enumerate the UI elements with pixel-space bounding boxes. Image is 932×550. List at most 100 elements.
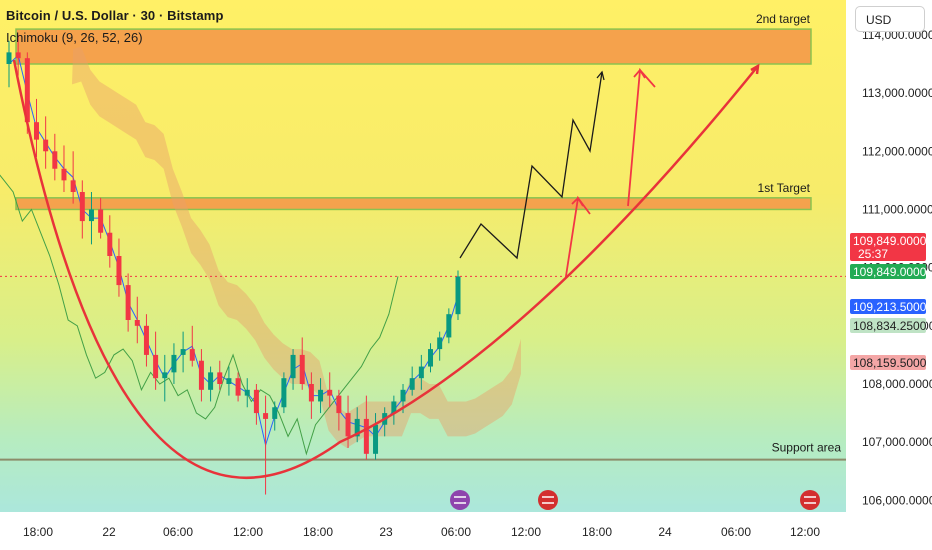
candle-body <box>428 349 434 367</box>
candle-body <box>318 389 324 402</box>
candle-body <box>198 360 204 390</box>
candle-body <box>354 418 360 437</box>
time-tick-label: 12:00 <box>233 525 263 539</box>
candle-body <box>189 349 195 361</box>
price-tag <box>850 233 926 261</box>
candle-body <box>263 413 269 419</box>
candle-body <box>299 354 305 384</box>
candle-body <box>180 349 186 355</box>
target-zone-band <box>15 28 812 65</box>
candle-body <box>226 378 232 384</box>
candle-body <box>24 58 30 123</box>
conversion-line <box>8 54 459 448</box>
candle-body <box>327 389 333 396</box>
lagging-span-line <box>0 174 399 456</box>
price-tag-label: 109,849.0000 <box>853 234 927 248</box>
candle-body <box>409 378 415 390</box>
candle-body <box>308 384 314 402</box>
target-zone-label: 2nd target <box>756 12 811 26</box>
candle-body <box>6 52 12 64</box>
time-tick-label: 12:00 <box>511 525 541 539</box>
ichimoku-cloud <box>72 46 521 448</box>
rounding-bottom-curve <box>12 59 759 480</box>
price-tick-label: 112,000.0000 <box>862 144 932 158</box>
candle-body <box>171 354 177 373</box>
flash-icon[interactable] <box>450 490 470 510</box>
currency-button[interactable]: USD <box>855 6 925 32</box>
price-tick-label: 113,000.0000 <box>862 86 932 100</box>
target-zone-label: 1st Target <box>758 181 811 195</box>
candle-body <box>162 372 168 379</box>
candle-body <box>418 366 424 379</box>
candle-body <box>391 401 397 414</box>
candle-body <box>98 209 104 233</box>
candle-body <box>79 192 85 222</box>
time-tick-label: 18:00 <box>303 525 333 539</box>
candle-body <box>52 151 58 169</box>
candle-body <box>455 276 461 315</box>
projection-path <box>459 71 603 260</box>
candle-body <box>437 337 443 350</box>
candle-body <box>400 389 406 402</box>
candle-body <box>88 209 94 222</box>
time-tick-label: 18:00 <box>23 525 53 539</box>
support-label: Support area <box>772 441 842 455</box>
price-tag-label: 109,849.0000 <box>853 265 927 279</box>
time-tick-label: 18:00 <box>582 525 612 539</box>
candle-body <box>208 372 214 390</box>
candle-body <box>61 168 67 181</box>
price-tick-label: 107,000.0000 <box>862 435 932 449</box>
target-arrow-2-head <box>633 68 646 79</box>
candle-body <box>363 418 369 454</box>
time-axis-panel <box>0 512 846 550</box>
indicator-label[interactable]: Ichimoku (9, 26, 52, 26) <box>6 30 143 45</box>
price-tick-label: 108,000.0000 <box>862 377 932 391</box>
time-tick-label: 22 <box>102 525 116 539</box>
symbol-title[interactable]: Bitcoin / U.S. Dollar · 30 · Bitstamp <box>6 8 224 23</box>
price-tag <box>850 264 926 279</box>
price-tick-label: 111,000.0000 <box>862 202 932 216</box>
candle-body <box>244 389 250 396</box>
projection-arrowhead <box>596 70 605 81</box>
price-tag-label: 108,834.2500 <box>853 319 927 333</box>
candle-body <box>272 407 278 419</box>
candle-body <box>33 122 39 140</box>
time-tick-label: 23 <box>379 525 393 539</box>
candle-body <box>70 180 76 192</box>
price-tag <box>850 355 926 370</box>
us-flag-icon[interactable] <box>538 490 558 510</box>
us-flag-icon[interactable] <box>800 490 820 510</box>
price-tag-label: 108,159.5000 <box>853 356 927 370</box>
time-tick-label: 06:00 <box>721 525 751 539</box>
candle-body <box>217 372 223 384</box>
time-tick-label: 06:00 <box>163 525 193 539</box>
candle-body <box>143 325 149 355</box>
candle-body <box>116 256 122 286</box>
candle-body <box>373 424 379 454</box>
candle-body <box>15 52 21 59</box>
curve-arrowhead <box>750 63 760 75</box>
target-arrow-1-head <box>571 196 584 207</box>
candle-body <box>345 413 351 437</box>
candle-body <box>336 395 342 414</box>
candle-body <box>235 378 241 396</box>
price-tag-label: 109,213.5000 <box>853 300 927 314</box>
price-tag <box>850 318 926 333</box>
price-tick-label: 106,000.0000 <box>862 493 932 507</box>
countdown-label: 25:37 <box>858 247 888 261</box>
time-tick-label: 06:00 <box>441 525 471 539</box>
candle-body <box>253 389 259 414</box>
candle-body <box>290 354 296 379</box>
candle-body <box>134 320 140 326</box>
candle-body <box>43 139 49 152</box>
time-tick-label: 12:00 <box>790 525 820 539</box>
candle-body <box>107 232 113 256</box>
candle-body <box>153 354 159 379</box>
candle-body <box>281 378 287 408</box>
target-zone-band <box>15 197 812 211</box>
time-tick-label: 24 <box>658 525 672 539</box>
price-tag <box>850 299 926 314</box>
